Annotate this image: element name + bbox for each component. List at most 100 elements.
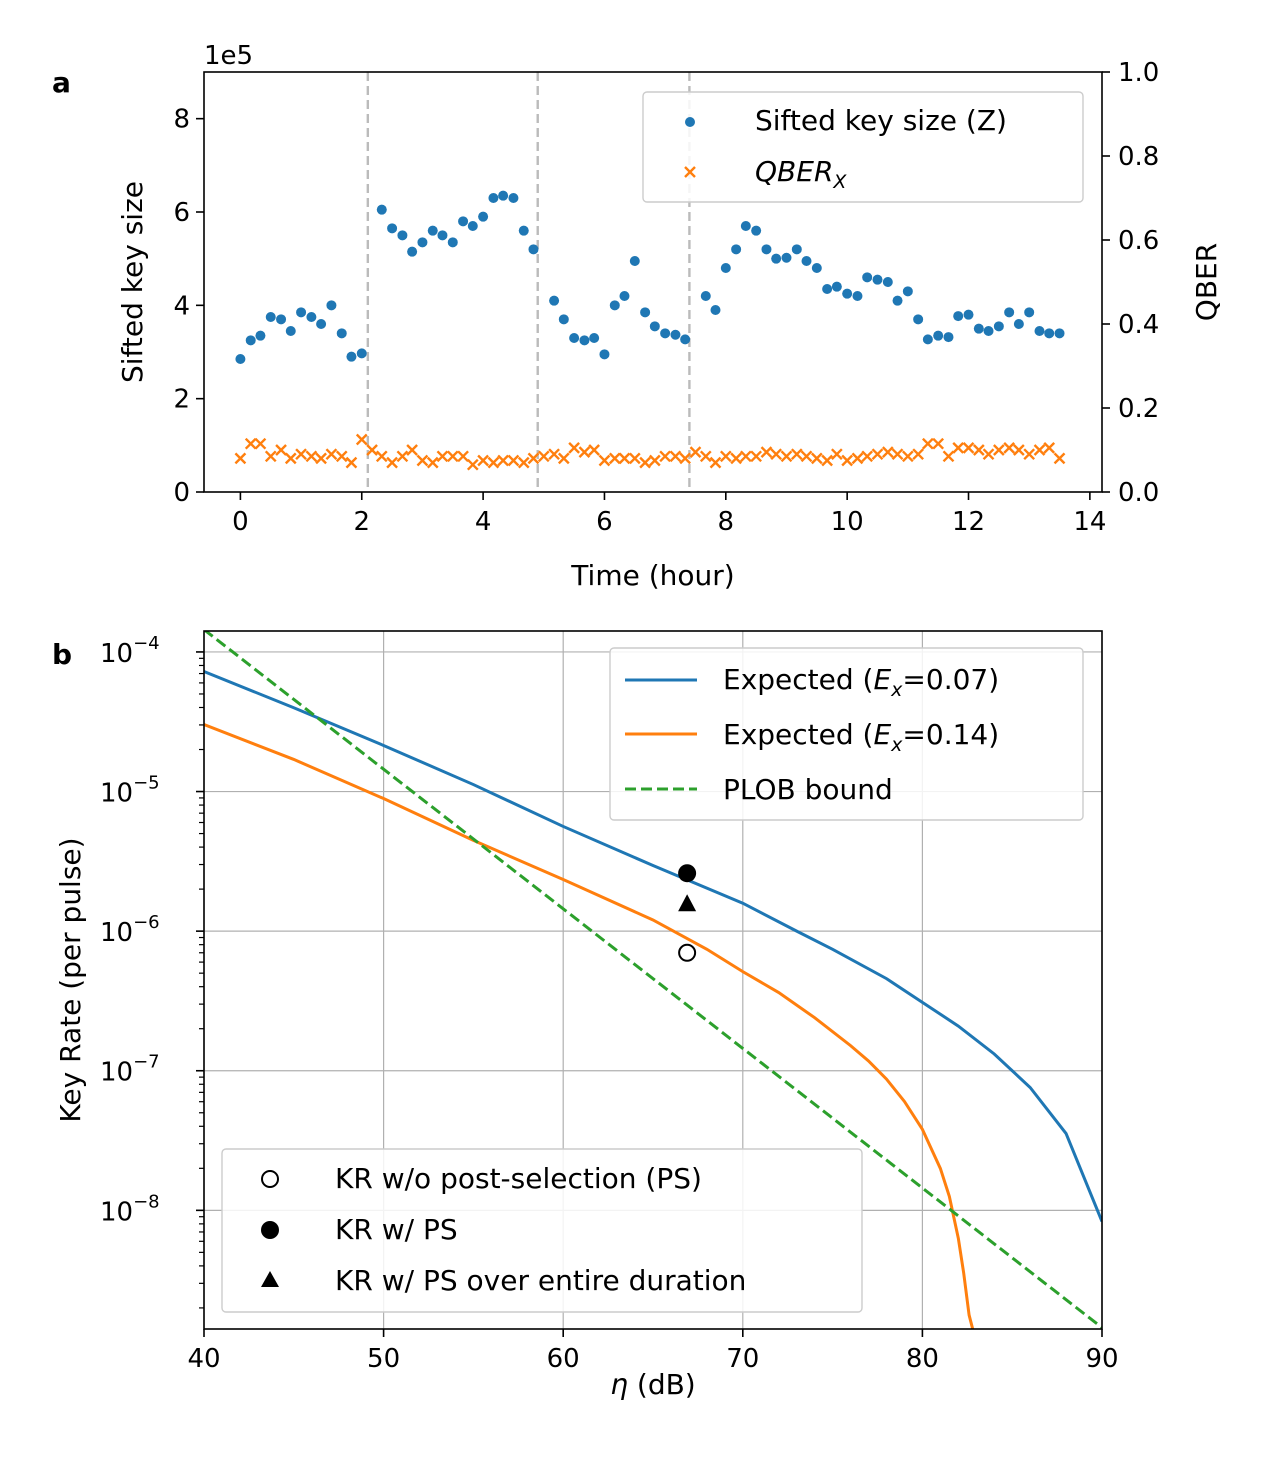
panel-a-y-ticks: 0 2 4 6 8 <box>173 105 204 508</box>
qber-point <box>275 444 287 456</box>
sifted-key-point <box>407 246 418 257</box>
y2-tick-label: 1.0 <box>1118 58 1159 88</box>
sifted-key-point <box>771 253 782 264</box>
panel-a-series-sifted <box>235 190 1065 364</box>
qber-point <box>901 450 914 463</box>
sifted-key-point <box>933 330 944 341</box>
sifted-key-point <box>720 263 731 273</box>
kr-point-ps-entire <box>678 894 697 912</box>
sifted-key-point <box>852 291 863 301</box>
legend-kr-no-ps-label: KR w/o post-selection (PS) <box>335 1162 702 1195</box>
panel-b-point-legend-box <box>221 1148 863 1313</box>
y-tick-label: 0 <box>173 478 190 508</box>
qber-point <box>962 442 975 454</box>
x-tick-label: 50 <box>367 1344 400 1374</box>
sifted-key-point <box>346 351 357 362</box>
qber-point <box>922 437 934 450</box>
sifted-key-point <box>963 309 974 320</box>
legend-plob-label: PLOB bound <box>723 773 893 806</box>
qber-point <box>689 446 702 458</box>
qber-point <box>517 456 530 469</box>
panel-b-frame <box>203 630 1103 1330</box>
sifted-key-point <box>872 274 883 285</box>
y2-tick-label: 0.8 <box>1118 142 1159 172</box>
panel-b: b 40 50 60 70 80 90 10−4 10−5 10−6 10−7 10−8 η (d… <box>52 630 1119 1401</box>
qber-point <box>760 446 773 458</box>
kr-point-ps <box>678 864 697 883</box>
qber-point <box>436 450 449 463</box>
legend-qber-sub: X <box>832 171 847 193</box>
qber-point <box>568 442 580 454</box>
qber-point <box>648 454 661 467</box>
sifted-key-point <box>842 288 853 299</box>
qber-point <box>548 448 560 461</box>
qber-point <box>679 452 692 465</box>
sifted-key-point <box>831 281 842 292</box>
qber-point <box>780 450 793 463</box>
sifted-key-point <box>882 277 893 287</box>
qber-point <box>1033 444 1046 456</box>
qber-point <box>669 450 682 463</box>
legend-qber-marker <box>684 166 696 178</box>
qber-point <box>881 446 894 458</box>
sifted-key-point <box>781 252 792 263</box>
sifted-key-point <box>478 211 489 222</box>
sifted-key-point <box>265 312 276 322</box>
panel-a-legend-box <box>642 91 1084 203</box>
sifted-key-point <box>427 225 438 236</box>
qber-point <box>537 450 550 463</box>
panel-a-series-qber <box>234 433 1066 471</box>
panel-a-vertical-lines <box>366 72 691 492</box>
x-tick-label: 40 <box>187 1344 220 1374</box>
sifted-key-point <box>488 193 499 203</box>
qber-point <box>942 450 955 463</box>
qber-point <box>386 456 398 469</box>
sifted-key-point <box>983 326 994 336</box>
y2-tick-label: 0.6 <box>1118 226 1159 256</box>
legend-kr-ps-marker <box>261 1221 279 1239</box>
sifted-key-point <box>356 348 367 359</box>
sifted-key-point <box>579 335 590 346</box>
sifted-key-point <box>710 305 721 315</box>
sifted-key-point <box>458 216 469 227</box>
x-tick-label: 0 <box>232 507 249 537</box>
qber-point <box>972 444 985 456</box>
sifted-key-point <box>528 244 539 255</box>
panel-b-points <box>678 864 697 962</box>
x-tick-label: 14 <box>1073 507 1106 537</box>
y2-tick-label: 0.0 <box>1118 478 1159 508</box>
sifted-key-point <box>1013 319 1024 329</box>
qber-point <box>426 456 439 469</box>
qber-point <box>466 458 479 471</box>
y-tick-label: 10−6 <box>100 912 160 948</box>
qber-point <box>800 450 813 463</box>
qber-point <box>497 454 509 467</box>
x-tick-label: 60 <box>547 1344 580 1374</box>
qber-point <box>770 448 783 461</box>
qber-point <box>507 454 520 467</box>
legend-expected-014-label: Expected (Ex=0.14) <box>723 718 999 756</box>
panel-b-y-label: Key Rate (per pulse) <box>54 837 87 1122</box>
qber-point <box>810 452 823 465</box>
legend-expected-007-label: Expected (Ex=0.07) <box>723 663 999 701</box>
sifted-key-point <box>589 333 600 343</box>
x-tick-label: 12 <box>952 507 985 537</box>
panel-a-y-label: Sifted key size <box>116 181 149 383</box>
sifted-key-point <box>811 263 822 273</box>
qber-point <box>284 452 297 465</box>
sifted-key-point <box>862 272 873 283</box>
sifted-key-point <box>680 334 691 345</box>
sifted-key-point <box>296 307 307 318</box>
sifted-key-point <box>943 332 954 343</box>
qber-point <box>295 448 307 461</box>
qber-point <box>315 452 327 465</box>
sifted-key-point <box>751 225 762 236</box>
qber-point <box>375 450 388 463</box>
sifted-key-point <box>761 244 772 255</box>
sifted-key-point <box>376 204 387 215</box>
sifted-key-point <box>498 190 509 201</box>
qber-point <box>719 450 732 463</box>
sifted-key-point <box>913 314 924 325</box>
panel-b-line-legend-box <box>609 647 1084 821</box>
